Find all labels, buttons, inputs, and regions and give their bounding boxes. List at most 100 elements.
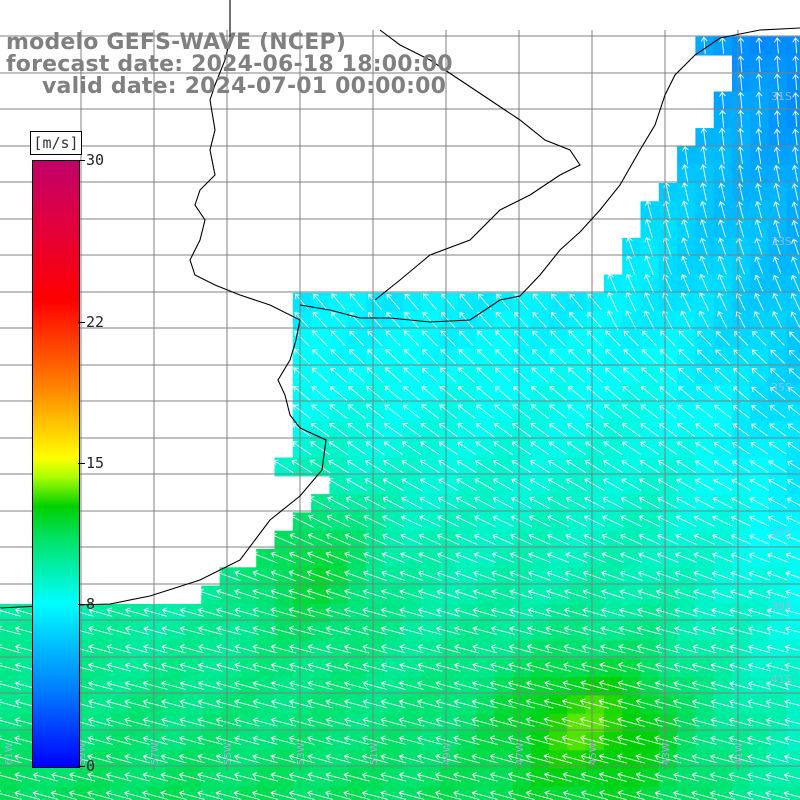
wind-arrow [718,201,726,220]
wind-arrow [691,680,717,690]
wind-arrow [494,404,512,419]
wind-arrow [215,753,242,764]
wind-arrow [546,589,570,599]
wind-arrow [733,349,749,365]
wind-arrow [436,533,460,546]
wind-arrow [493,423,513,437]
wind-arrow [641,348,658,365]
wind-arrow [737,37,745,54]
wind-arrow [677,404,695,419]
wind-arrow [710,680,735,690]
wind-arrow [678,330,694,347]
wind-arrow [179,644,205,654]
colorbar-tick-label: 22 [86,312,105,331]
wind-arrow [697,330,712,347]
wind-arrow [329,404,348,419]
wind-arrow [656,533,679,545]
wind-arrow [434,753,462,764]
wind-arrow [692,644,717,654]
wind-arrow [331,293,346,311]
wind-arrow [673,753,699,764]
wind-arrow [270,625,297,636]
wind-arrow [755,91,763,110]
wind-arrow [489,698,517,709]
wind-arrow [774,110,781,128]
wind-arrow [124,698,150,709]
wind-arrow [681,237,690,257]
wind-arrow [565,496,587,509]
wind-arrow [215,735,242,745]
wind-arrow [367,330,383,347]
wind-arrow [476,367,494,383]
wind-arrow [330,311,346,329]
wind-arrow [271,532,296,546]
wind-arrow [528,570,552,581]
wind-arrow [737,73,745,91]
wind-arrow [344,533,369,546]
colorbar-tick-label: 0 [86,757,96,775]
wind-arrow [700,145,708,165]
wind-arrow [718,127,726,147]
wind-arrow [105,753,132,764]
wind-arrow [179,717,205,727]
wind-arrow [737,55,745,72]
wind-arrow [713,460,732,473]
wind-arrow [772,292,783,311]
wind-arrow [748,552,770,563]
wind-arrow [712,496,733,509]
wind-arrow [784,699,800,707]
wind-arrow [766,662,789,672]
wind-arrow [87,680,113,690]
wind-arrow [416,753,443,764]
wind-arrow [654,717,682,727]
wind-arrow [400,551,423,564]
wind-arrow [474,515,496,527]
wind-arrow [344,698,370,709]
wind-arrow [543,735,573,746]
wind-arrow [456,441,476,455]
wind-arrow [455,496,478,510]
wind-arrow [676,423,696,437]
wind-arrow [343,753,370,764]
wind-arrow [384,423,403,437]
wind-arrow [715,349,731,365]
wind-arrow [511,422,531,437]
wind-arrow [87,772,114,782]
wind-arrow [252,644,278,654]
wind-arrow [400,533,423,546]
wind-arrow [691,790,718,800]
wind-arrow [398,772,425,782]
longitude-label: 57W [150,742,161,765]
wind-arrow [618,625,644,636]
wind-arrow [454,607,479,617]
wind-arrow [784,644,800,652]
wind-arrow [765,680,790,690]
wind-arrow [251,772,279,782]
wind-speed-cell [786,54,800,74]
wind-arrow [718,145,726,165]
wind-arrow [598,753,627,764]
wind-arrow [435,680,461,690]
wind-arrow [492,496,514,509]
wind-arrow [643,310,655,330]
wind-arrow [792,146,799,164]
wind-arrow [380,717,406,727]
wind-arrow [471,717,498,727]
wind-arrow [657,496,679,509]
colorbar-unit: [m/s] [30,131,82,155]
wind-arrow [495,348,512,365]
wind-arrow [788,386,800,398]
wind-arrow [680,274,691,293]
wind-arrow [717,292,728,311]
wind-arrow [718,182,726,201]
wind-arrow [457,386,476,401]
wind-arrow [252,717,278,727]
wind-arrow [325,532,351,546]
wind-speed-cell [786,183,800,202]
wind-arrow [619,552,643,563]
wind-arrow [755,182,762,201]
wind-arrow [530,423,550,437]
wind-arrow [453,753,480,764]
wind-arrow [494,386,512,401]
lat-lon-grid [0,30,800,770]
